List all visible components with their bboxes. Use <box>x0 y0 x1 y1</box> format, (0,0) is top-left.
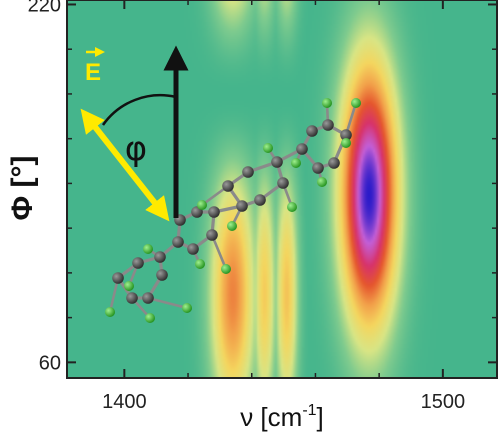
polarization-arrow <box>80 108 170 222</box>
heatmap-plot-area <box>67 0 497 378</box>
e-field-label: E <box>85 59 101 86</box>
side-atom <box>143 244 153 254</box>
side-atom <box>227 221 237 231</box>
side-atom <box>124 281 134 291</box>
side-atom <box>287 202 297 212</box>
carbon-atom <box>254 194 266 206</box>
y-axis-ticks: 60 220 <box>28 0 497 374</box>
carbon-atom <box>340 129 352 141</box>
side-atom <box>182 303 192 313</box>
carbon-atom <box>242 166 254 178</box>
plot-frame <box>66 0 498 379</box>
molecule-bond <box>210 234 228 270</box>
y-tick-label: 60 <box>39 352 61 374</box>
x-tick-label: 1400 <box>102 391 147 413</box>
side-atom <box>263 143 273 153</box>
side-atom <box>317 177 327 187</box>
molecule-bond <box>147 296 188 310</box>
carbon-atom <box>206 229 218 241</box>
carbon-atom <box>322 119 334 131</box>
carbon-atom <box>296 143 308 155</box>
side-atom <box>221 264 231 274</box>
carbon-atom <box>156 269 168 281</box>
y-axis-label: Φ [°] <box>6 156 39 221</box>
carbon-atom <box>306 125 318 137</box>
side-atom <box>105 307 115 317</box>
side-atom <box>145 313 155 323</box>
carbon-atom <box>236 200 248 212</box>
side-atom <box>351 98 361 108</box>
side-atom <box>291 158 301 168</box>
side-atom <box>322 98 332 108</box>
x-axis-label: ν [cm-1] <box>240 402 324 432</box>
carbon-atom <box>271 156 283 168</box>
carbon-atom <box>132 257 144 269</box>
carbon-atom <box>187 243 199 255</box>
heatmap-image <box>67 0 497 378</box>
carbon-atom <box>208 206 220 218</box>
x-axis-label-main: ν [cm <box>240 402 302 432</box>
molecule-inset: φ E <box>80 45 361 323</box>
carbon-atom <box>328 157 340 169</box>
carbon-atom <box>172 236 184 248</box>
carbon-atom <box>154 251 166 263</box>
side-atom <box>195 259 205 269</box>
side-atom <box>341 138 351 148</box>
carbon-atom <box>126 292 138 304</box>
x-axis-label-end: ] <box>317 402 324 432</box>
carbon-atom <box>112 272 124 284</box>
angle-label: φ <box>125 129 147 169</box>
x-axis-ticks: 1400 1500 <box>102 0 465 413</box>
carbon-atom <box>277 177 289 189</box>
x-tick-label: 1500 <box>421 391 466 413</box>
carbon-atom <box>312 162 324 174</box>
x-axis-label-sup: -1 <box>302 402 316 419</box>
side-atom <box>197 200 207 210</box>
carbon-atom <box>222 180 234 192</box>
molecule-bond <box>108 277 120 313</box>
carbon-atom <box>142 292 154 304</box>
y-tick-label: 220 <box>28 0 61 16</box>
